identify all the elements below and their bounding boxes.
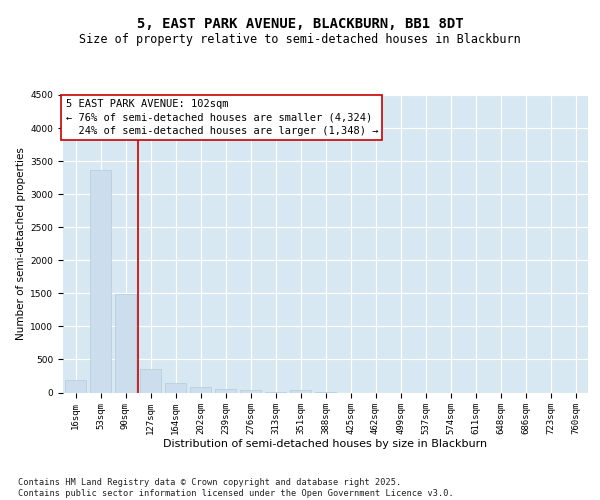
- Bar: [290, 390, 311, 392]
- Bar: [65, 380, 86, 392]
- X-axis label: Distribution of semi-detached houses by size in Blackburn: Distribution of semi-detached houses by …: [163, 438, 488, 448]
- Y-axis label: Number of semi-detached properties: Number of semi-detached properties: [16, 148, 26, 340]
- Text: Contains HM Land Registry data © Crown copyright and database right 2025.
Contai: Contains HM Land Registry data © Crown c…: [18, 478, 454, 498]
- Bar: [215, 389, 236, 392]
- Text: 5, EAST PARK AVENUE, BLACKBURN, BB1 8DT: 5, EAST PARK AVENUE, BLACKBURN, BB1 8DT: [137, 18, 463, 32]
- Bar: [115, 294, 136, 392]
- Bar: [190, 386, 211, 392]
- Text: 5 EAST PARK AVENUE: 102sqm
← 76% of semi-detached houses are smaller (4,324)
  2: 5 EAST PARK AVENUE: 102sqm ← 76% of semi…: [65, 100, 378, 136]
- Bar: [90, 170, 111, 392]
- Bar: [240, 390, 261, 392]
- Text: Size of property relative to semi-detached houses in Blackburn: Size of property relative to semi-detach…: [79, 32, 521, 46]
- Bar: [140, 369, 161, 392]
- Bar: [165, 383, 186, 392]
